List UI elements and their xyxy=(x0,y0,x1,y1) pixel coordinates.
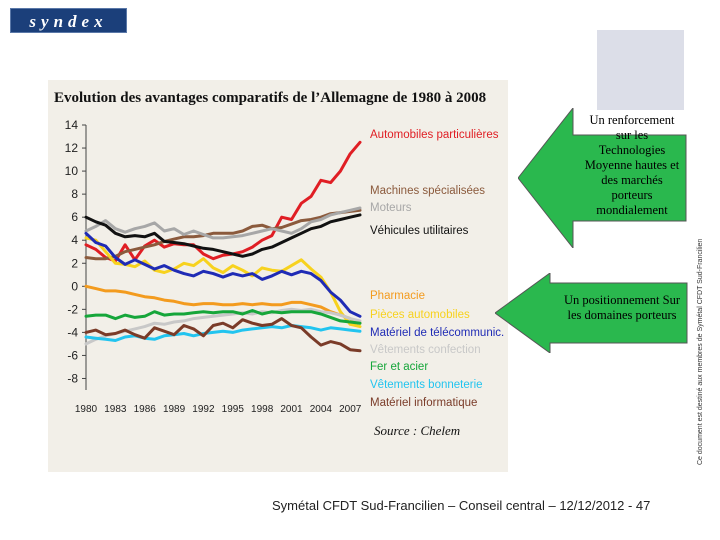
series-lines xyxy=(84,140,362,353)
y-tick-label: 8 xyxy=(71,187,78,201)
series-line-2 xyxy=(84,206,362,240)
y-tick-label: -4 xyxy=(67,325,78,339)
y-tick-label: -8 xyxy=(67,371,78,385)
callout-positionnement: Un positionnement Sur les domaines porte… xyxy=(495,273,690,353)
legend-entry-2: Moteurs xyxy=(370,202,412,214)
y-tick-label: 2 xyxy=(71,256,78,270)
chart-title: Evolution des avantages comparatifs de l… xyxy=(54,90,486,106)
y-tick-label: -6 xyxy=(67,348,78,362)
series-line-9 xyxy=(84,324,362,342)
callout-technologies: Un renforcement sur les Technologies Moy… xyxy=(518,108,688,248)
series-line-10 xyxy=(84,317,362,353)
chart-svg: Evolution des avantages comparatifs de l… xyxy=(54,90,504,438)
footer-text: Symétal CFDT Sud-Francilien – Conseil ce… xyxy=(272,498,651,513)
vertical-disclaimer: Ce document est destiné aux membres de S… xyxy=(697,238,704,465)
legend-entry-4: Pharmacie xyxy=(370,290,425,302)
x-tick-label: 2001 xyxy=(280,404,303,415)
x-tick-labels: 1980 1983 1986 1989 1992 1995 1998 2001 2004 2007 xyxy=(75,404,362,415)
decorative-grey-block xyxy=(597,30,684,110)
chart-source: Source : Chelem xyxy=(374,423,460,438)
x-tick-label: 1995 xyxy=(222,404,245,415)
series-line-5 xyxy=(84,236,362,329)
legend-entry-5: Pièces automobiles xyxy=(370,309,470,321)
callout-technologies-text: Un renforcement sur les Technologies Moy… xyxy=(584,113,680,217)
legend-entry-8: Fer et acier xyxy=(370,361,428,373)
x-tick-label: 2007 xyxy=(339,404,362,415)
series-line-8 xyxy=(84,309,362,325)
x-tick-label: 1992 xyxy=(192,404,215,415)
x-tick-label: 1986 xyxy=(134,404,157,415)
series-line-1 xyxy=(84,208,362,261)
callout-positionnement-text: Un positionnement Sur les domaines porte… xyxy=(564,293,680,322)
legend-entry-7: Vêtements confection xyxy=(370,344,481,356)
x-tick-label: 2004 xyxy=(310,404,333,415)
y-tick-label: -2 xyxy=(67,302,78,316)
series-line-6 xyxy=(84,231,362,318)
legend: Automobiles particulières Machines spécia… xyxy=(370,129,504,409)
series-line-0 xyxy=(84,140,362,263)
syndex-logo: syndex xyxy=(10,8,127,33)
series-line-3 xyxy=(84,213,362,258)
legend-entry-9: Vêtements bonneterie xyxy=(370,379,483,391)
x-tick-label: 1989 xyxy=(163,404,186,415)
x-tick-label: 1998 xyxy=(251,404,274,415)
y-tick-label: 6 xyxy=(71,210,78,224)
chart-panel: Evolution des avantages comparatifs de l… xyxy=(48,80,508,472)
green-arrow-left-icon xyxy=(518,108,687,248)
x-tick-label: 1980 xyxy=(75,404,98,415)
y-tick-labels: 14 12 10 8 6 4 2 0 -2 -4 -6 -8 xyxy=(65,118,79,385)
y-tick-label: 12 xyxy=(65,141,79,155)
legend-entry-0: Automobiles particulières xyxy=(370,129,499,141)
legend-entry-10: Matériel informatique xyxy=(370,397,477,409)
green-arrow-left-icon-2 xyxy=(495,273,688,353)
legend-entry-3: Véhicules utilitaires xyxy=(370,225,469,237)
series-line-4 xyxy=(84,284,362,325)
y-tick-label: 0 xyxy=(71,279,78,293)
series-line-7 xyxy=(84,307,362,346)
y-tick-label: 4 xyxy=(71,233,78,247)
y-tick-label: 10 xyxy=(65,164,79,178)
y-tick-label: 14 xyxy=(65,118,79,132)
x-tick-label: 1983 xyxy=(104,404,127,415)
legend-entry-1: Machines spécialisées xyxy=(370,185,485,197)
legend-entry-6: Matériel de télécommunic. xyxy=(370,327,504,339)
